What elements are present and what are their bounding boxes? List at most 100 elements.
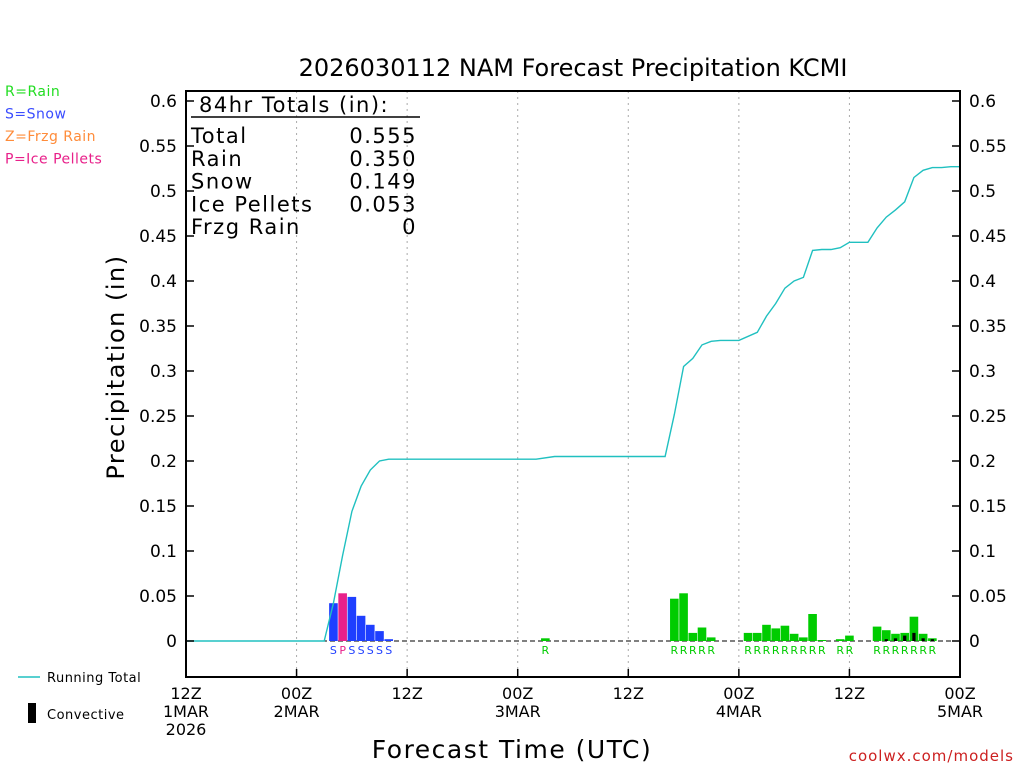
x-tick-label: 12Z xyxy=(834,684,865,703)
ptype-label: R xyxy=(836,644,844,657)
y-tick-label-right: 0.6 xyxy=(969,92,996,112)
precip-bar xyxy=(752,632,762,641)
y-tick-label-left: 0.25 xyxy=(139,407,177,427)
y-tick-label-right: 0 xyxy=(969,632,980,652)
y-tick-label-right: 0.5 xyxy=(969,182,996,202)
y-axis-label: Precipitation (in) xyxy=(102,254,130,479)
precip-bar xyxy=(670,598,679,641)
y-tick-label-right: 0.35 xyxy=(969,317,1007,337)
totals-box: 84hr Totals (in): Total 0.555 Rain 0.350 Sno… xyxy=(190,93,420,239)
precip-bar xyxy=(771,628,781,641)
precip-bar xyxy=(808,614,817,641)
y-tick-label-right: 0.1 xyxy=(969,542,996,562)
ptype-label: R xyxy=(919,644,927,657)
totals-row-label: Rain xyxy=(191,147,243,171)
ptype-label: R xyxy=(800,644,808,657)
x-tick-label: 00Z xyxy=(281,684,312,703)
y-tick-label-left: 0.55 xyxy=(139,137,177,157)
precip-bar xyxy=(679,593,688,641)
y-tick-label-left: 0.2 xyxy=(150,452,177,472)
precip-bar xyxy=(365,624,375,641)
precip-bar xyxy=(762,624,771,641)
y-tick-label-left: 0.3 xyxy=(150,362,177,382)
x-tick-label: 5MAR xyxy=(937,702,983,721)
precip-bar xyxy=(845,635,854,641)
ptype-label: R xyxy=(753,644,761,657)
precip-bar xyxy=(541,638,550,641)
x-tick-label: 12Z xyxy=(391,684,422,703)
ptype-label: R xyxy=(882,644,890,657)
convective-bars xyxy=(884,632,934,641)
running-total-line xyxy=(186,166,960,642)
ptype-label: R xyxy=(671,644,679,657)
y-tick-label-left: 0.15 xyxy=(139,497,177,517)
ptype-label: R xyxy=(892,644,900,657)
series-legend: Running Total Convective xyxy=(18,671,141,723)
totals-row-value: 0 xyxy=(402,215,417,239)
y-tick-label-right: 0.2 xyxy=(969,452,996,472)
totals-row-value: 0.555 xyxy=(349,124,417,148)
totals-row-value: 0.053 xyxy=(349,192,417,216)
y-axis-right: 0 0.05 0.1 0.15 0.2 0.25 0.3 0.35 0.4 0.45 0.5 0.55… xyxy=(952,92,1007,652)
y-tick-label-left: 0.35 xyxy=(139,317,177,337)
y-tick-label-left: 0.4 xyxy=(150,272,177,292)
x-axis-label: Forecast Time (UTC) xyxy=(372,735,652,764)
ptype-label: S xyxy=(367,644,374,657)
precip-bar xyxy=(891,633,900,641)
ptype-label: R xyxy=(698,644,706,657)
ptype-label: R xyxy=(744,644,752,657)
type-legend-item: P=Ice Pellets xyxy=(5,152,102,168)
totals-row-label: Frzg Rain xyxy=(191,215,301,239)
totals-heading: 84hr Totals (in): xyxy=(199,93,389,117)
convective-bar xyxy=(912,632,916,641)
ptype-label: R xyxy=(929,644,937,657)
totals-row-label: Ice Pellets xyxy=(191,192,313,216)
x-tick-label: 00Z xyxy=(502,684,533,703)
convective-bar xyxy=(921,638,925,641)
ptype-label: R xyxy=(910,644,918,657)
precip-bar xyxy=(909,616,919,641)
y-tick-label-left: 0.05 xyxy=(139,587,177,607)
precip-bar xyxy=(375,631,384,641)
ptype-label: R xyxy=(901,644,909,657)
type-legend-item: R=Rain xyxy=(5,84,60,100)
vertical-gridlines xyxy=(296,91,850,677)
ptype-label: S xyxy=(376,644,383,657)
y-tick-label-right: 0.45 xyxy=(969,227,1007,247)
x-tick-label: 12Z xyxy=(170,684,201,703)
y-tick-label-left: 0 xyxy=(166,632,177,652)
convective-bar xyxy=(930,639,934,641)
plot-frame xyxy=(185,90,961,678)
ptype-label: P xyxy=(339,644,346,657)
y-tick-label-left: 0.1 xyxy=(150,542,177,562)
x-tick-label: 1MAR xyxy=(163,702,209,721)
ptype-label: R xyxy=(689,644,697,657)
convective-bar xyxy=(903,635,907,641)
ptype-label: R xyxy=(873,644,881,657)
precip-bar xyxy=(384,639,394,641)
ptype-label: S xyxy=(330,644,337,657)
precip-bar xyxy=(356,615,366,641)
precip-bar xyxy=(817,640,827,641)
precip-type-legend: R=Rain S=Snow Z=Frzg Rain P=Ice Pellets xyxy=(5,84,102,168)
y-tick-label-left: 0.6 xyxy=(150,92,177,112)
type-legend-item: Z=Frzg Rain xyxy=(5,129,96,145)
precip-bar xyxy=(918,633,928,641)
precip-bar xyxy=(881,630,891,641)
convective-bar xyxy=(893,638,898,641)
ptype-label: R xyxy=(809,644,817,657)
chart-title: 2026030112 NAM Forecast Precipitation KC… xyxy=(299,54,848,82)
type-legend-item: S=Snow xyxy=(5,107,66,123)
x-tick-label: 2026 xyxy=(166,720,207,739)
x-tick-label: 3MAR xyxy=(495,702,541,721)
ptype-label: R xyxy=(790,644,798,657)
precip-bar xyxy=(799,637,808,641)
totals-row-label: Snow xyxy=(191,170,254,194)
precip-bar xyxy=(688,632,698,641)
ptype-label: R xyxy=(818,644,826,657)
y-tick-label-right: 0.4 xyxy=(969,272,996,292)
